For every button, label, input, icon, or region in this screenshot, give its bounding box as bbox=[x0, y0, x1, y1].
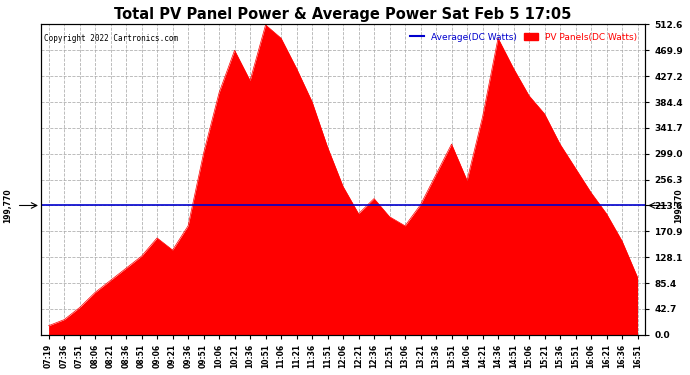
Text: 199,770: 199,770 bbox=[3, 188, 12, 223]
Legend: Average(DC Watts), PV Panels(DC Watts): Average(DC Watts), PV Panels(DC Watts) bbox=[407, 29, 641, 45]
Text: 199,770: 199,770 bbox=[674, 188, 683, 223]
Text: Copyright 2022 Cartronics.com: Copyright 2022 Cartronics.com bbox=[44, 34, 178, 43]
Title: Total PV Panel Power & Average Power Sat Feb 5 17:05: Total PV Panel Power & Average Power Sat… bbox=[115, 7, 572, 22]
